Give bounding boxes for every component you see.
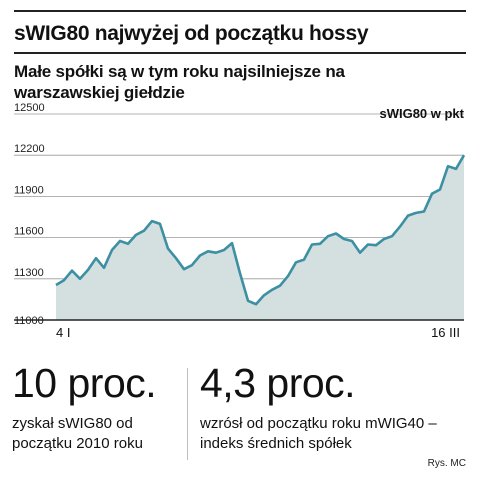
y-tick-label: 11300 — [14, 267, 44, 279]
stats-divider — [187, 368, 188, 460]
y-tick-label: 12500 — [14, 102, 45, 114]
title-rule — [14, 52, 466, 54]
y-tick-label: 11000 — [14, 315, 44, 327]
y-tick-label: 11600 — [14, 226, 44, 238]
chart-subtitle: Małe spółki są w tym roku najsilniejsze … — [14, 62, 345, 102]
top-rule — [14, 10, 466, 12]
y-axis-ticks: 12500 12200 11900 11600 11300 11000 — [14, 102, 45, 327]
chart-title: sWIG80 najwyżej od początku hossy — [14, 22, 369, 45]
swig80-area-chart: 12500 12200 11900 11600 11300 11000 sWIG80 w … — [14, 102, 466, 340]
y-tick-label: 12200 — [14, 143, 45, 155]
series-area — [56, 155, 464, 320]
x-tick-end: 16 III — [431, 325, 460, 340]
stat-swig80: 10 proc. zyskał sWIG80 od początku 2010 … — [12, 362, 177, 454]
y-tick-label: 11900 — [14, 184, 44, 196]
credit-label: Rys. MC — [427, 458, 466, 469]
y-axis-unit-label: sWIG80 w pkt — [379, 106, 464, 121]
stat-value: 10 proc. — [12, 360, 157, 406]
series-line — [55, 154, 466, 306]
stat-value: 4,3 proc. — [200, 360, 356, 406]
stat-description: zyskał sWIG80 od początku 2010 roku — [12, 415, 143, 452]
stat-description: wzrósł od początku roku mWIG40 – indeks … — [200, 415, 437, 452]
stat-mwig40: 4,3 proc. wzrósł od początku roku mWIG40… — [200, 362, 470, 454]
x-tick-start: 4 I — [56, 325, 70, 340]
